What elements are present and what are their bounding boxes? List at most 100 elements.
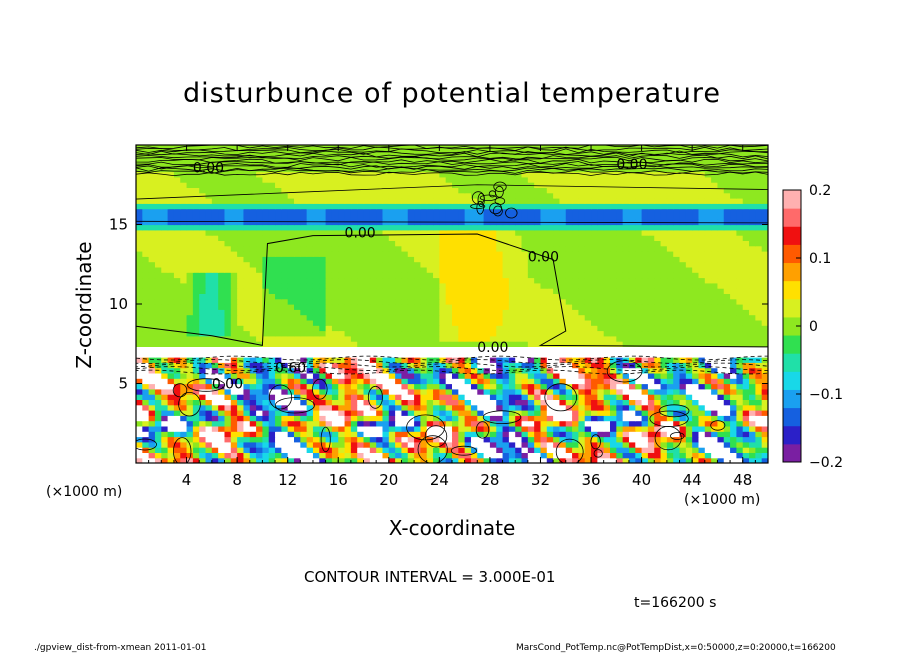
heatmap-cell: [230, 388, 238, 395]
heatmap-cell: [597, 357, 605, 363]
heatmap-cell: [717, 277, 725, 284]
heatmap-cell: [515, 314, 523, 321]
heatmap-cell: [464, 266, 472, 273]
heatmap-cell: [572, 335, 579, 342]
heatmap-cell: [382, 235, 390, 241]
heatmap-cell: [685, 266, 693, 273]
heatmap-cell: [281, 431, 289, 438]
heatmap-cell: [546, 251, 554, 257]
heatmap-cell: [666, 457, 674, 463]
heatmap-cell: [136, 266, 143, 273]
heatmap-cell: [237, 357, 245, 363]
heatmap-cell: [603, 341, 611, 347]
heatmap-cell: [281, 362, 289, 369]
heatmap-cell: [717, 441, 725, 448]
heatmap-cell: [180, 245, 188, 252]
heatmap-cell: [142, 261, 150, 268]
heatmap-cell: [496, 441, 504, 448]
heatmap-cell: [666, 208, 674, 215]
heatmap-cell: [603, 346, 611, 353]
heatmap-cell: [136, 213, 143, 220]
heatmap-cell: [534, 235, 542, 241]
heatmap-cell: [186, 277, 194, 284]
heatmap-cell: [161, 420, 169, 427]
heatmap-cell: [287, 319, 295, 326]
heatmap-cell: [230, 266, 238, 273]
heatmap-cell: [218, 457, 226, 463]
heatmap-cell: [161, 415, 169, 422]
heatmap-cell: [142, 309, 150, 316]
heatmap-cell: [388, 240, 396, 247]
heatmap-cell: [565, 441, 573, 448]
heatmap-cell: [180, 272, 188, 279]
heatmap-cell: [508, 298, 516, 305]
heatmap-cell: [275, 288, 282, 294]
heatmap-cell: [167, 362, 175, 369]
heatmap-cell: [148, 240, 156, 247]
heatmap-cell: [243, 425, 251, 432]
heatmap-cell: [344, 341, 352, 347]
heatmap-cell: [376, 198, 384, 204]
heatmap-cell: [287, 203, 295, 210]
heatmap-cell: [420, 282, 428, 289]
heatmap-cell: [489, 229, 497, 236]
heatmap-cell: [433, 304, 440, 310]
heatmap-cell: [382, 357, 390, 363]
heatmap-cell: [237, 457, 245, 463]
heatmap-cell: [300, 452, 308, 459]
heatmap-cell: [628, 394, 636, 400]
heatmap-cell: [666, 362, 674, 369]
heatmap-cell: [312, 357, 320, 363]
heatmap-cell: [256, 404, 263, 411]
heatmap-cell: [369, 229, 377, 236]
heatmap-cell: [249, 330, 257, 337]
heatmap-cell: [761, 208, 768, 215]
heatmap-cell: [628, 251, 636, 257]
heatmap-cell: [565, 261, 573, 268]
heatmap-cell: [192, 425, 200, 432]
heatmap-cell: [331, 309, 339, 316]
heatmap-cell: [407, 208, 415, 215]
heatmap-cell: [641, 309, 649, 316]
heatmap-cell: [287, 298, 295, 305]
heatmap-cell: [249, 229, 257, 236]
heatmap-cell: [647, 304, 655, 310]
heatmap-cell: [464, 394, 472, 400]
heatmap-cell: [211, 272, 219, 279]
heatmap-cell: [704, 425, 712, 432]
heatmap-cell: [205, 367, 213, 374]
heatmap-cell: [420, 335, 428, 342]
heatmap-cell: [647, 394, 655, 400]
heatmap-cell: [142, 272, 150, 279]
heatmap-cell: [736, 256, 744, 263]
heatmap-cell: [338, 208, 346, 215]
heatmap-cell: [666, 378, 674, 385]
heatmap-cell: [692, 309, 700, 316]
heatmap-cell: [281, 261, 289, 268]
heatmap-cell: [477, 208, 485, 215]
heatmap-cell: [382, 266, 390, 273]
heatmap-cell: [711, 224, 719, 231]
heatmap-cell: [452, 272, 459, 279]
heatmap-cell: [325, 203, 333, 210]
heatmap-cell: [527, 235, 535, 241]
heatmap-cell: [502, 304, 510, 310]
heatmap-cell: [294, 266, 301, 273]
heatmap-cell: [565, 256, 573, 263]
heatmap-cell: [622, 314, 630, 321]
heatmap-cell: [711, 240, 719, 247]
heatmap-cell: [433, 388, 440, 395]
heatmap-cell: [647, 245, 655, 252]
heatmap-cell: [584, 266, 592, 273]
heatmap-cell: [616, 404, 624, 411]
heatmap-cell: [742, 235, 750, 241]
heatmap-cell: [445, 346, 453, 353]
heatmap-cell: [515, 293, 523, 300]
heatmap-cell: [692, 404, 700, 411]
heatmap-cell: [199, 213, 207, 220]
heatmap-cell: [717, 256, 725, 263]
heatmap-cell: [167, 208, 175, 215]
heatmap-cell: [211, 330, 219, 337]
heatmap-cell: [717, 309, 725, 316]
heatmap-cell: [319, 394, 327, 400]
